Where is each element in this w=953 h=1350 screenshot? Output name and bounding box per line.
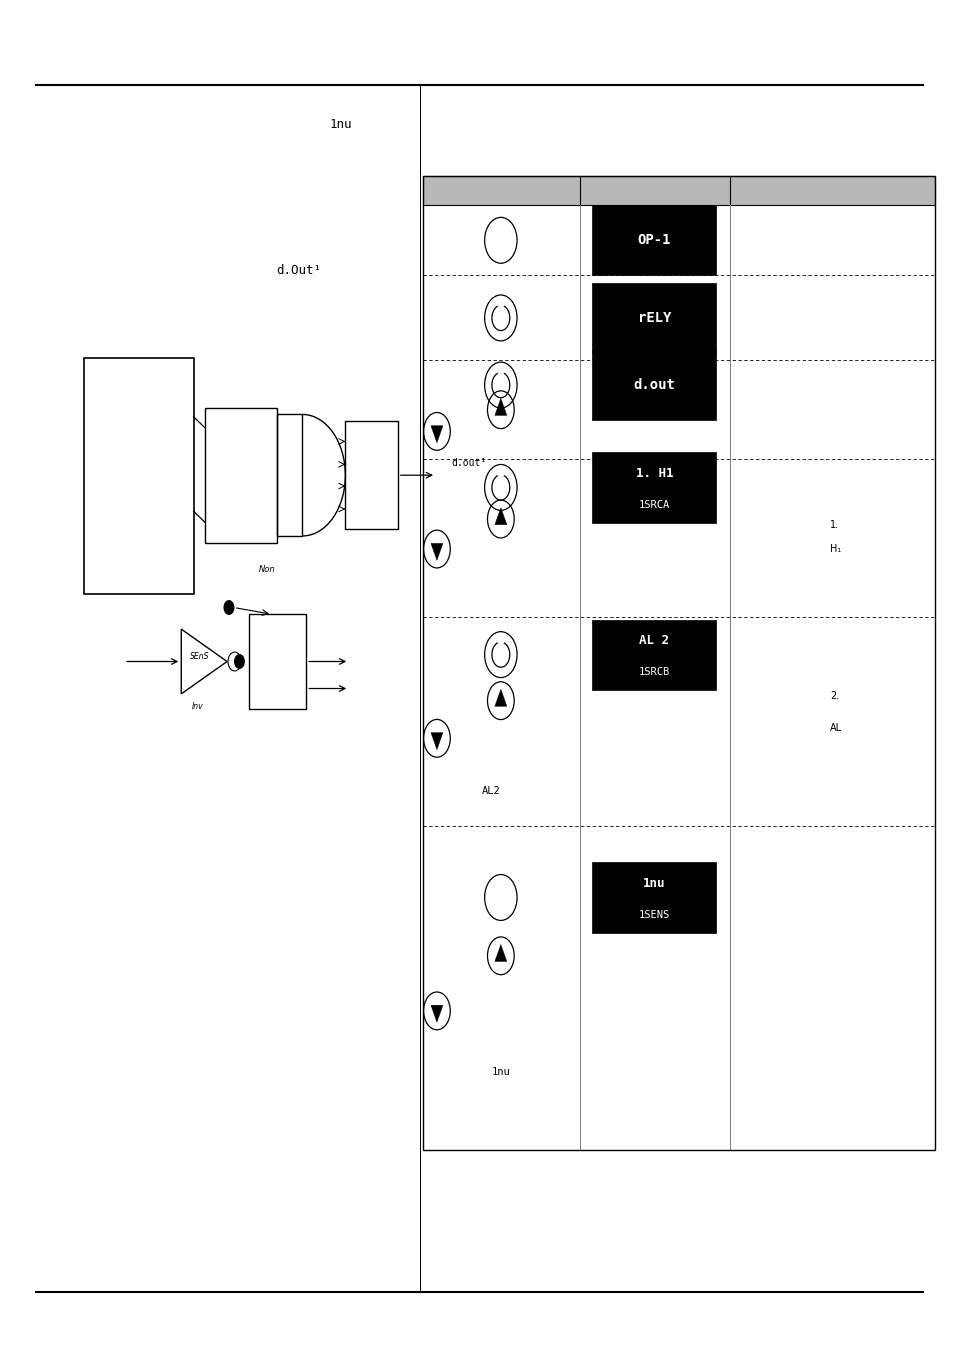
- Text: AL: AL: [829, 722, 841, 733]
- Text: 1nu: 1nu: [642, 878, 665, 890]
- Text: d.Out¹: d.Out¹: [276, 263, 321, 277]
- Text: AL 2: AL 2: [639, 634, 669, 647]
- Bar: [205, 408, 276, 543]
- Text: 1SRCB: 1SRCB: [639, 667, 669, 678]
- Circle shape: [224, 601, 233, 614]
- Bar: [276, 414, 302, 536]
- Text: 1. H1: 1. H1: [635, 467, 673, 479]
- Text: d.out: d.out: [633, 378, 675, 392]
- Text: 1SRCA: 1SRCA: [639, 500, 669, 510]
- Polygon shape: [495, 398, 506, 416]
- Text: 2.: 2.: [829, 691, 839, 702]
- Text: d.out¹: d.out¹: [451, 459, 486, 468]
- Text: OP-1: OP-1: [637, 234, 671, 247]
- Bar: [84, 358, 193, 594]
- Polygon shape: [431, 733, 442, 749]
- Bar: [592, 863, 716, 933]
- Polygon shape: [495, 508, 506, 525]
- Text: rELY: rELY: [637, 310, 671, 325]
- Text: 1nu: 1nu: [329, 117, 352, 131]
- Bar: [592, 350, 716, 420]
- Text: Inv: Inv: [192, 702, 203, 711]
- Polygon shape: [431, 1006, 442, 1022]
- Bar: [422, 176, 934, 1150]
- Text: AL2: AL2: [481, 786, 500, 795]
- Bar: [592, 205, 716, 275]
- Polygon shape: [495, 690, 506, 706]
- Text: 1SENS: 1SENS: [639, 910, 669, 921]
- Text: 1nu: 1nu: [491, 1068, 510, 1077]
- Bar: [592, 620, 716, 690]
- Bar: [592, 452, 716, 522]
- Text: SEnS: SEnS: [190, 652, 209, 660]
- Bar: [592, 284, 716, 354]
- Polygon shape: [431, 543, 442, 560]
- Text: Non: Non: [258, 564, 275, 574]
- Polygon shape: [495, 945, 506, 961]
- Text: 1.: 1.: [829, 520, 839, 531]
- Polygon shape: [431, 425, 442, 443]
- Bar: [422, 176, 934, 205]
- Text: H₁: H₁: [829, 544, 841, 554]
- Bar: [345, 421, 397, 529]
- Bar: [249, 614, 306, 709]
- Circle shape: [234, 655, 244, 668]
